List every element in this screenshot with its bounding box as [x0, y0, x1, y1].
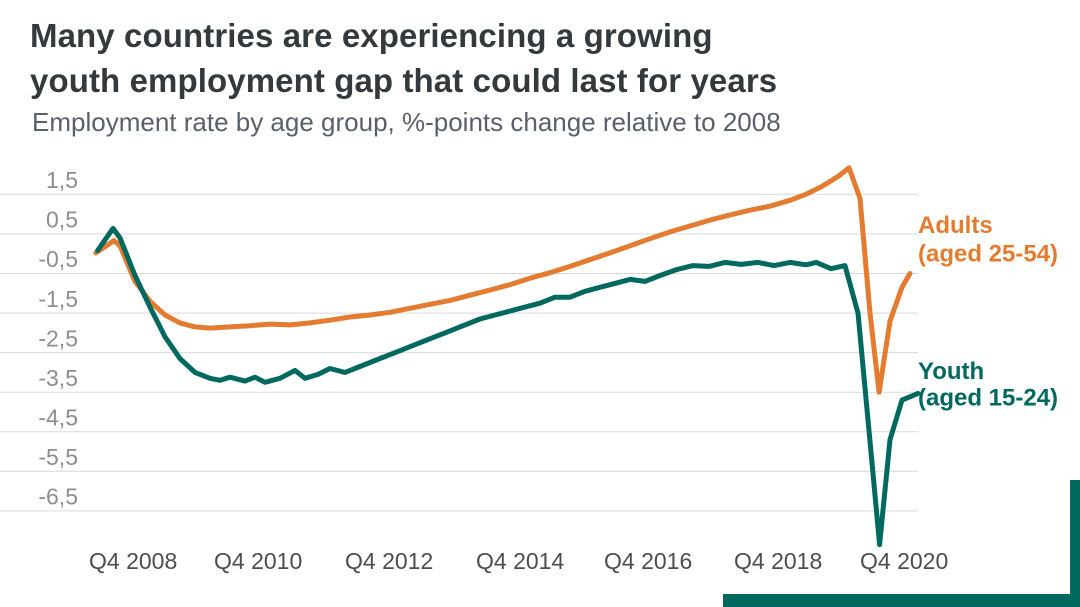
svg-text:-5,5: -5,5 [38, 444, 78, 470]
svg-text:-3,5: -3,5 [38, 365, 78, 391]
svg-text:-1,5: -1,5 [38, 286, 78, 312]
svg-text:Q4 2010: Q4 2010 [214, 548, 302, 574]
svg-text:-0,5: -0,5 [38, 246, 78, 272]
svg-text:Q4 2014: Q4 2014 [476, 548, 564, 574]
svg-text:Adults: Adults [918, 212, 993, 239]
svg-text:0,5: 0,5 [46, 207, 78, 233]
svg-text:(aged 15-24): (aged 15-24) [918, 385, 1058, 412]
svg-text:-4,5: -4,5 [38, 405, 78, 431]
svg-text:-6,5: -6,5 [38, 484, 78, 510]
svg-text:Q4 2016: Q4 2016 [604, 548, 692, 574]
svg-text:Q4 2008: Q4 2008 [89, 548, 177, 574]
svg-text:-2,5: -2,5 [38, 325, 78, 351]
svg-text:Q4 2012: Q4 2012 [345, 548, 433, 574]
svg-text:Q4 2018: Q4 2018 [734, 548, 822, 574]
svg-text:(aged 25-54): (aged 25-54) [918, 241, 1058, 268]
svg-text:Q4 2020: Q4 2020 [860, 548, 948, 574]
svg-text:Youth: Youth [918, 358, 984, 385]
svg-text:1,5: 1,5 [46, 167, 78, 193]
